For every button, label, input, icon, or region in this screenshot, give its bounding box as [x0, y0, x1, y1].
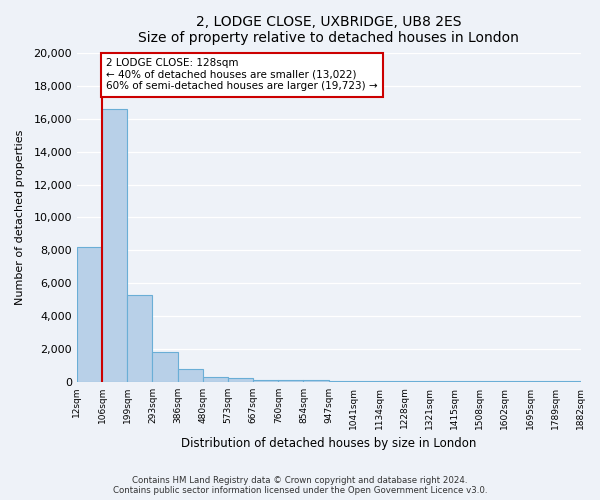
Bar	[530, 381, 556, 382]
Bar	[203, 377, 228, 382]
Bar	[152, 352, 178, 382]
Bar	[329, 381, 354, 382]
Bar	[430, 381, 455, 382]
Bar	[404, 381, 430, 382]
Bar	[354, 381, 379, 382]
Bar	[480, 381, 505, 382]
Text: 2 LODGE CLOSE: 128sqm
← 40% of detached houses are smaller (13,022)
60% of semi-: 2 LODGE CLOSE: 128sqm ← 40% of detached …	[106, 58, 377, 92]
Bar	[556, 381, 581, 382]
Bar	[455, 381, 480, 382]
Y-axis label: Number of detached properties: Number of detached properties	[15, 130, 25, 305]
Title: 2, LODGE CLOSE, UXBRIDGE, UB8 2ES
Size of property relative to detached houses i: 2, LODGE CLOSE, UXBRIDGE, UB8 2ES Size o…	[138, 15, 519, 45]
Bar	[102, 109, 127, 382]
Bar	[304, 380, 329, 382]
Bar	[228, 378, 253, 382]
Bar	[505, 381, 530, 382]
Bar	[178, 368, 203, 382]
Bar	[127, 294, 152, 382]
Text: Contains HM Land Registry data © Crown copyright and database right 2024.
Contai: Contains HM Land Registry data © Crown c…	[113, 476, 487, 495]
Bar	[77, 247, 102, 382]
Bar	[253, 380, 278, 382]
X-axis label: Distribution of detached houses by size in London: Distribution of detached houses by size …	[181, 437, 476, 450]
Bar	[379, 381, 404, 382]
Bar	[278, 380, 304, 382]
